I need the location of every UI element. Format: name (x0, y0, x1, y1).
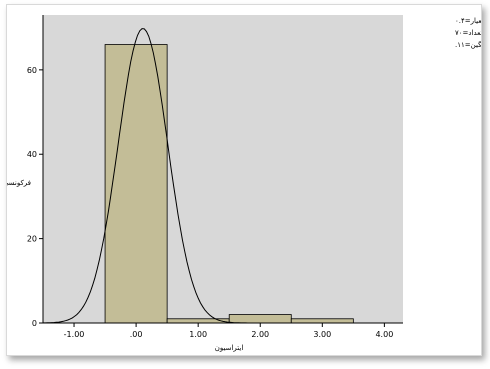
x-tick-label: 1.00 (189, 330, 207, 339)
bars-group (104, 44, 354, 324)
legend-std-dev: انحراف معیار=۰.۴ (455, 17, 481, 25)
x-tick-labels: -1.00 .00 1.00 2.00 3.00 4.00 (64, 323, 393, 339)
x-axis-label: ایتراسیون (215, 344, 244, 352)
chart-frame: -1.00 .00 1.00 2.00 3.00 4.00 0 20 40 60 ایتراسی… (6, 4, 482, 356)
legend-count: تعداد=۷۰ (455, 29, 481, 37)
x-tick-label: .00 (130, 330, 143, 339)
x-tick-label: 2.00 (251, 330, 269, 339)
histogram-chart: -1.00 .00 1.00 2.00 3.00 4.00 0 20 40 60 ایتراسی… (7, 15, 481, 352)
x-tick-label: 4.00 (375, 330, 393, 339)
bar-0 (104, 44, 168, 324)
y-axis-label: فرکونسی (7, 179, 31, 187)
y-tick-labels: 0 20 40 60 (27, 66, 43, 328)
y-tick-label: 40 (27, 150, 37, 159)
legend: انحراف معیار=۰.۴ تعداد=۷۰ میانگین=۱۱. (455, 17, 481, 49)
plot-area (43, 15, 403, 323)
x-tick-label: 3.00 (313, 330, 331, 339)
y-tick-label: 20 (27, 235, 37, 244)
y-tick-label: 60 (27, 66, 37, 75)
legend-mean: میانگین=۱۱. (455, 40, 481, 49)
bar-2 (228, 314, 292, 324)
y-tick-label: 0 (32, 319, 37, 328)
axes-group (42, 15, 403, 324)
x-tick-label: -1.00 (64, 330, 85, 339)
bar-3 (290, 318, 354, 324)
